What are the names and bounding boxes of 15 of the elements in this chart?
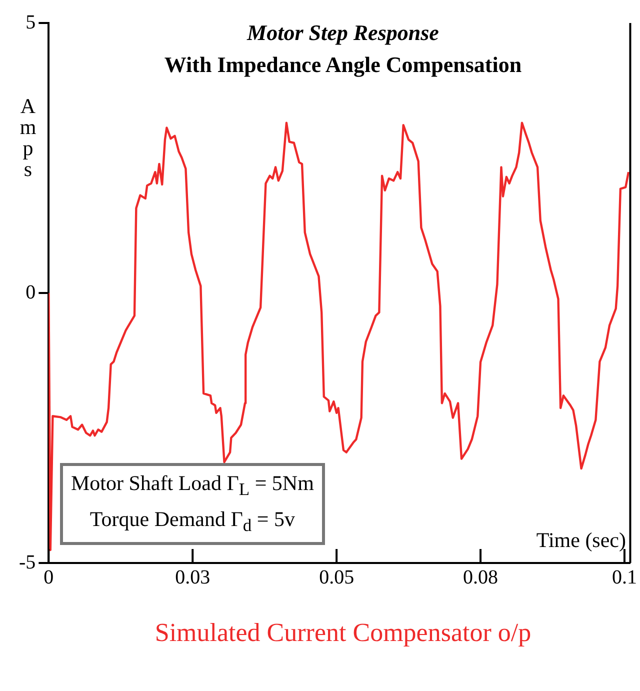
annotation: Motor Shaft Load Γ$_{L}$ = 5Nm <box>71 470 314 502</box>
y-axis-title: Amps <box>18 94 38 181</box>
x-axis-title: Time (sec) <box>536 528 626 553</box>
x-tick-label: 0.1 <box>612 566 637 588</box>
y-tick-label: -5 <box>18 551 36 574</box>
text: Simulated Current Compensator o/p <box>154 618 532 648</box>
y-tick-label: 0 <box>26 281 36 304</box>
x-tick-label: 0 <box>44 566 54 588</box>
text: With Impedance Angle Compensation <box>163 52 523 78</box>
y-tick-label: 5 <box>26 11 36 34</box>
x-tick-label: 0.05 <box>319 566 354 588</box>
x-tick-label: 0.08 <box>463 566 498 588</box>
chart-title: Motor Step Response <box>246 20 440 46</box>
x-tick-label: 0.03 <box>175 566 210 588</box>
annotation: Torque Demand Γ$_{d}$ = 5v <box>88 506 296 538</box>
